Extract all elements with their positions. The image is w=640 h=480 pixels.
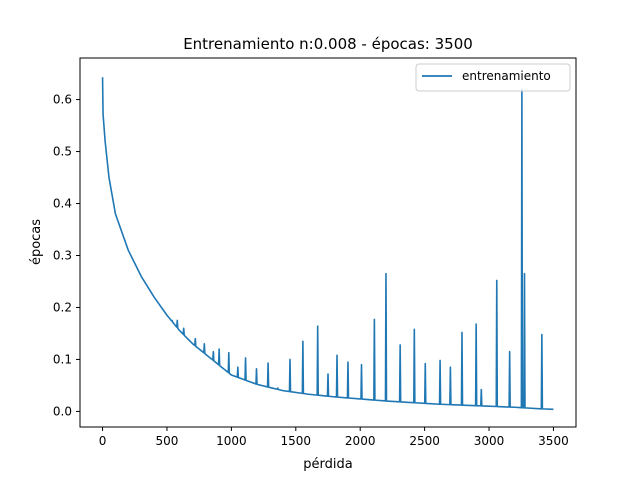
x-tick-label: 3500: [538, 434, 569, 448]
y-tick-label: 0.2: [53, 300, 72, 314]
x-tick-label: 0: [99, 434, 107, 448]
x-axis-label: pérdida: [303, 457, 352, 472]
x-tick-label: 2500: [409, 434, 440, 448]
axes-frame: [79, 57, 577, 428]
legend-entry-entrenamiento: entrenamiento: [462, 69, 551, 83]
y-tick-label: 0.1: [53, 352, 72, 366]
y-tick-label: 0.5: [53, 145, 72, 159]
y-tick-label: 0.0: [53, 404, 72, 418]
plot-area: [101, 77, 554, 411]
chart-title: Entrenamiento n:0.008 - épocas: 3500: [183, 35, 473, 53]
y-axis-label: épocas: [29, 219, 44, 265]
y-tick-label: 0.4: [53, 197, 72, 211]
x-tick-label: 1500: [281, 434, 312, 448]
x-tick-label: 2000: [345, 434, 376, 448]
x-tick-label: 500: [156, 434, 179, 448]
y-tick-label: 0.6: [53, 93, 72, 107]
x-tick-label: 3000: [474, 434, 505, 448]
y-tick-label: 0.3: [53, 248, 72, 262]
legend-box: [415, 63, 571, 92]
legend: entrenamiento: [415, 63, 571, 92]
series-line-entrenamiento: [101, 77, 554, 411]
x-tick-label: 1000: [216, 434, 247, 448]
y-axis: 0.0 0.1 0.2 0.3 0.4 0.5 0.6: [53, 93, 80, 418]
x-axis: 0 500 1000 1500 2000 2500 3000 3500: [99, 427, 569, 448]
